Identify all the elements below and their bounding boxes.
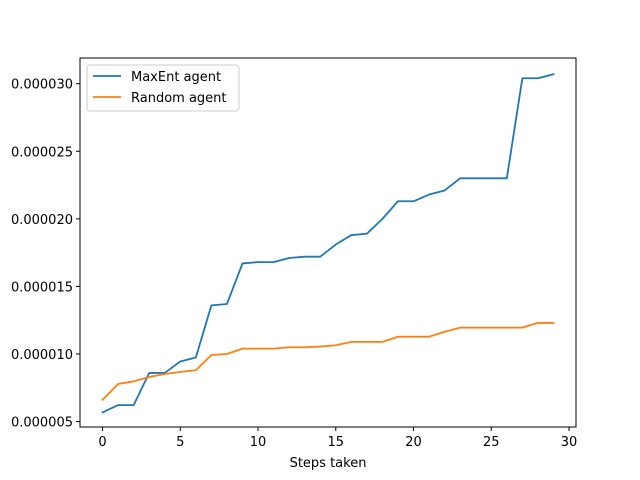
legend-label: MaxEnt agent <box>131 70 221 85</box>
x-axis-ticks: 0 5 10 15 20 25 30 <box>98 427 577 450</box>
y-tick-label: 0.000010 <box>11 348 73 363</box>
y-tick-label: 0.000005 <box>11 416 73 431</box>
series-line-maxent-agent <box>101 73 555 414</box>
plot-frame <box>79 57 577 428</box>
x-tick-label: 10 <box>250 435 267 450</box>
legend-box <box>86 64 240 112</box>
x-tick-label: 25 <box>483 435 500 450</box>
series-line-random-agent <box>101 322 555 402</box>
legend-label: Random agent <box>131 91 227 106</box>
y-tick-label: 0.000030 <box>11 78 73 93</box>
y-tick-label: 0.000020 <box>11 213 73 228</box>
x-tick-label: 0 <box>98 435 106 450</box>
x-tick-label: 30 <box>561 435 578 450</box>
x-tick-label: 5 <box>176 435 184 450</box>
y-tick-label: 0.000025 <box>11 145 73 160</box>
y-axis-ticks: 0.000005 0.000010 0.000015 0.000020 0.000025… <box>11 78 80 431</box>
x-tick-label: 20 <box>405 435 422 450</box>
y-tick-label: 0.000015 <box>11 280 73 295</box>
x-axis-label: Steps taken <box>290 456 367 471</box>
legend-entries: MaxEnt agent Random agent <box>93 70 227 106</box>
legend: MaxEnt agent Random agent <box>86 64 240 112</box>
x-tick-label: 15 <box>328 435 345 450</box>
series-layer <box>101 73 555 414</box>
